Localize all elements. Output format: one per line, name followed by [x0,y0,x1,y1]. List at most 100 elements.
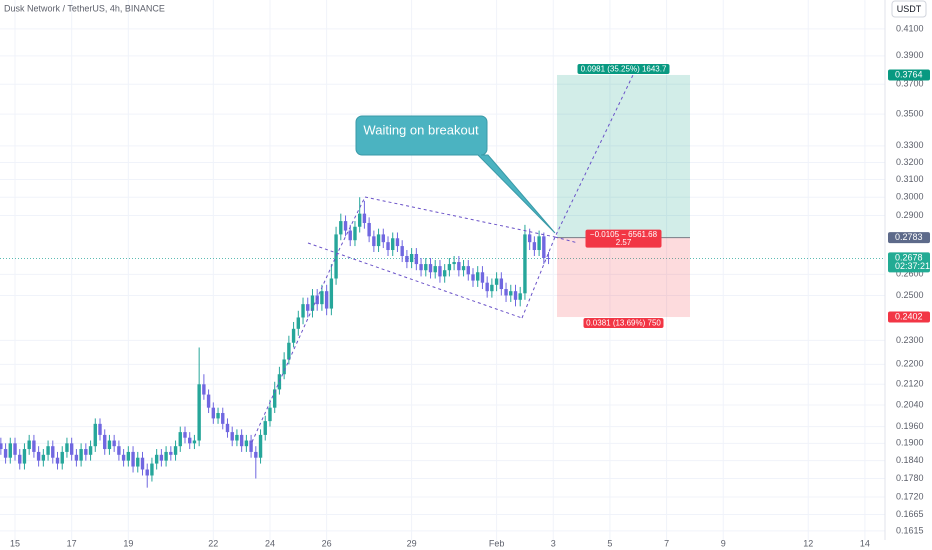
candle-body [258,434,263,458]
candle-body [136,457,140,467]
candle-body [0,443,3,450]
y-tick-label: 0.1900 [896,438,924,448]
candle-body [485,282,489,292]
target-label: 0.0981 (35.25%) 1643.7 [581,65,667,74]
candle-body [8,443,12,458]
candle-body [348,230,352,241]
candle-body [121,454,126,461]
y-tick-label: 0.1780 [896,473,924,483]
y-tick-label: 0.2120 [896,379,924,389]
x-tick-label: 14 [860,538,870,548]
candle-body [197,384,201,441]
callout: Waiting on breakout [355,115,556,234]
price-tag-label: 0.2783 [895,232,923,242]
currency[interactable]: USDT [897,4,922,14]
candle-body [46,446,50,455]
candle-body [291,328,296,343]
candle-body [494,278,499,285]
candle-body [169,451,173,455]
candle-body [537,236,541,251]
candle-body [395,238,400,247]
candle-body [150,463,154,476]
stop-zone [557,237,690,318]
y-tick-label: 0.3100 [896,174,924,184]
candle-body [51,446,55,458]
price-tag [888,69,930,81]
y-tick-label: 0.1840 [896,455,924,465]
candle-body [513,291,518,300]
stop-label: 0.0381 (13.69%) 750 [586,319,661,328]
y-tick-label: 0.2600 [896,269,924,279]
y-tick-label: 0.3500 [896,109,924,119]
x-tick-label: 7 [664,538,669,548]
candle-body [192,440,197,444]
candle-body [254,451,258,458]
candle-body [353,226,357,241]
x-tick-label: 12 [803,538,813,548]
y-tick-label: 0.1615 [896,525,924,535]
candle-body [55,457,60,464]
axes: 0.4100 0.3900 0.3700 0.3500 0.3300 0.3200 0.31… [10,23,930,548]
target-zone [557,74,690,238]
candle-body [225,423,230,433]
y-tick-label: 0.4100 [896,23,924,33]
candle-body [98,423,102,435]
candle-body [452,262,456,265]
candle-body [518,293,522,300]
candle-body [221,413,225,424]
candle-body [428,264,433,273]
stop-label-box [583,318,664,329]
candle-body [249,440,253,452]
candle-body [542,236,546,259]
candle-body [263,421,267,435]
candle-body [154,454,159,464]
candle-body [65,443,69,452]
x-tick-label: 5 [607,538,612,548]
candle-body [405,256,409,263]
candle-body [183,432,187,438]
y-tick-label: 0.1665 [896,509,924,519]
candle-body [409,254,414,263]
candle-body [362,213,367,223]
x-tick-label: 24 [265,538,275,548]
candle-body [301,304,305,318]
candle-body [447,264,452,271]
callout-text: Waiting on breakout [363,122,479,137]
y-tick-label: 0.3700 [896,79,924,89]
candle-body [442,270,447,277]
candle-body [381,234,385,243]
candle-body [306,304,310,311]
y-tick-label: 0.2300 [896,335,924,345]
candle-body [480,272,485,283]
candle-body [107,440,112,450]
y-tick-label: 0.1960 [896,421,924,431]
candle-body [235,434,239,441]
x-tick-label: 17 [67,538,77,548]
candle-body [273,389,277,408]
candle-body [140,457,145,470]
drawings [251,74,634,443]
candle-body [126,451,131,461]
candle-body [386,242,390,251]
channel-upper [364,196,556,238]
x-tick-label: 22 [208,538,218,548]
candle-body [329,278,334,309]
candle-body [357,213,362,227]
entry-label: −0.0105 − 6561.68 [590,230,658,239]
y-tick-label: 0.1720 [896,491,924,501]
projection-short [554,236,579,244]
candle-body [230,432,234,441]
candle-body [466,266,470,275]
price-tag-label: 0.2678 [895,252,923,262]
price-tag [888,232,930,244]
candle-body [173,446,178,455]
y-tick-label: 0.2500 [896,290,924,300]
candle-body [471,274,475,281]
candle-body [36,451,41,461]
currency-button[interactable] [891,0,927,18]
candle-body [461,266,466,271]
candle-body [282,359,286,375]
candle-body [112,440,116,447]
candle-body [13,443,17,455]
